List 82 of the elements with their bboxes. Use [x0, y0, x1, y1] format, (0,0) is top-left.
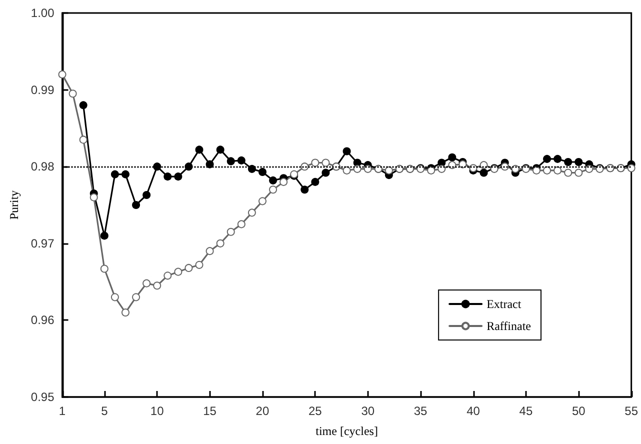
- point: [543, 166, 552, 174]
- y-tick-label: 0.95: [30, 390, 55, 404]
- point: [174, 268, 182, 276]
- point: [132, 293, 140, 302]
- x-tick-label: 35: [414, 404, 428, 418]
- point: [226, 157, 235, 166]
- point: [121, 308, 130, 317]
- point: [322, 168, 330, 177]
- y-tick-label: 0.98: [30, 160, 55, 174]
- point: [58, 70, 66, 78]
- point: [269, 186, 278, 194]
- y-tick-label: 1.00: [30, 6, 55, 20]
- point: [174, 172, 182, 181]
- x-axis-title: time [cycles]: [316, 424, 378, 438]
- point: [543, 154, 552, 163]
- x-tick-label: 5: [101, 404, 108, 418]
- point: [384, 166, 393, 174]
- x-tick-label: 30: [361, 404, 375, 418]
- point: [564, 158, 572, 166]
- point: [311, 178, 320, 186]
- point: [554, 166, 562, 174]
- point: [184, 264, 193, 272]
- point: [79, 101, 88, 110]
- point: [342, 166, 351, 174]
- point: [258, 168, 266, 176]
- point: [226, 228, 235, 236]
- point: [322, 158, 330, 167]
- x-tick-label: 1: [58, 404, 66, 418]
- point: [216, 146, 224, 154]
- y-tick-label: 0.97: [30, 236, 55, 250]
- point: [248, 208, 256, 217]
- point: [153, 282, 162, 290]
- point: [574, 158, 583, 166]
- point: [164, 272, 172, 280]
- y-tick-label: 0.99: [30, 82, 55, 97]
- x-tick-label: 50: [572, 404, 586, 418]
- point: [142, 279, 151, 288]
- point: [195, 146, 204, 154]
- point: [480, 168, 488, 177]
- point: [258, 197, 266, 206]
- x-tick-label: 10: [150, 404, 164, 418]
- point: [142, 191, 151, 200]
- legend-label: Raffinate: [486, 319, 532, 333]
- x-tick-label: 55: [624, 404, 638, 418]
- point: [100, 264, 108, 273]
- point: [564, 168, 572, 177]
- point: [269, 176, 278, 184]
- point: [206, 160, 214, 168]
- point: [574, 168, 583, 177]
- point: [280, 178, 288, 186]
- point: [206, 247, 214, 256]
- point: [110, 170, 119, 178]
- x-tick-label: 20: [256, 404, 270, 418]
- point: [342, 147, 351, 156]
- point: [121, 170, 130, 178]
- point: [448, 153, 456, 162]
- point: [300, 186, 309, 194]
- y-tick-label: 0.96: [30, 313, 55, 328]
- y-axis-title: Purity: [7, 190, 21, 220]
- point: [554, 154, 562, 163]
- point: [458, 160, 467, 168]
- x-tick-label: 15: [203, 404, 217, 418]
- x-tick-label: 45: [519, 404, 533, 418]
- x-tick-label: 25: [308, 404, 322, 418]
- point: [311, 158, 320, 167]
- point: [164, 172, 172, 181]
- point: [132, 201, 140, 209]
- point: [153, 162, 162, 171]
- point: [110, 293, 119, 302]
- point: [68, 90, 77, 98]
- point: [237, 156, 246, 164]
- point: [237, 220, 246, 228]
- point: [627, 164, 636, 172]
- point: [100, 232, 108, 240]
- legend-label: Extract: [486, 297, 522, 311]
- point: [248, 164, 256, 173]
- point: [216, 239, 224, 248]
- point: [184, 162, 193, 171]
- point: [195, 260, 204, 269]
- point: [90, 193, 98, 202]
- x-tick-label: 40: [466, 404, 480, 418]
- point: [79, 136, 88, 144]
